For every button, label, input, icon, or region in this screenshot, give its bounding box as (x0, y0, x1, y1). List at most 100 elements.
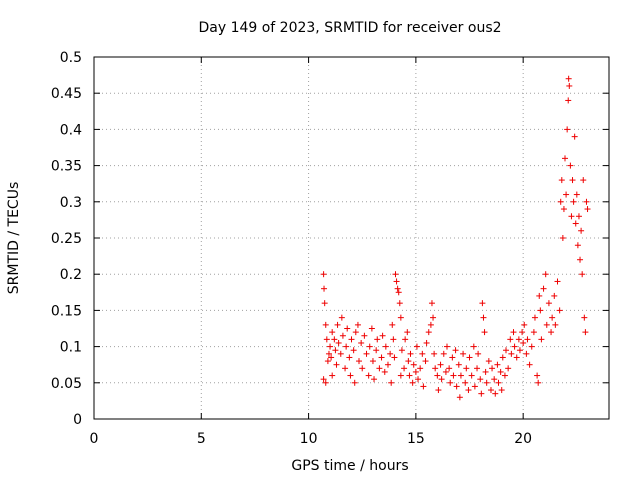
data-point (499, 354, 506, 361)
data-point (415, 376, 422, 383)
data-point (363, 350, 370, 357)
data-point (321, 300, 328, 307)
data-point (581, 314, 588, 321)
data-point (580, 177, 587, 184)
data-point (332, 347, 339, 354)
data-point (584, 206, 591, 213)
data-point (407, 350, 414, 357)
data-point (419, 350, 426, 357)
grid-lines (94, 57, 609, 419)
data-point (348, 336, 355, 343)
axis-ticks: 0 0.05 0.1 0.15 0.2 0.25 0.3 0.35 0.4 0.45 0.5 0 5 10… (51, 50, 609, 447)
data-point (373, 347, 380, 354)
data-point (378, 354, 385, 361)
data-point (328, 354, 335, 361)
data-point (361, 332, 368, 339)
data-point (528, 343, 535, 350)
data-point (379, 332, 386, 339)
chart-title: Day 149 of 2023, SRMTID for receiver ous… (198, 20, 501, 36)
data-point (554, 278, 561, 285)
data-point (354, 321, 361, 328)
data-point (392, 271, 399, 278)
data-point (404, 329, 411, 336)
y-tick-label: 0.25 (51, 231, 82, 247)
data-point (478, 390, 485, 397)
y-tick-label: 0.15 (51, 303, 82, 319)
data-point (320, 271, 327, 278)
data-point (422, 358, 429, 365)
x-tick-label: 0 (90, 431, 99, 447)
data-point (322, 321, 329, 328)
data-point (396, 300, 403, 307)
data-point (381, 368, 388, 375)
x-tick-label: 5 (197, 431, 206, 447)
data-point (507, 336, 514, 343)
data-point (573, 191, 580, 198)
data-point (477, 376, 484, 383)
data-point (471, 383, 478, 390)
data-point (542, 271, 549, 278)
data-point (481, 329, 488, 336)
data-point (329, 372, 336, 379)
data-point (417, 365, 424, 372)
data-point (434, 372, 441, 379)
data-point (489, 365, 496, 372)
data-point (333, 361, 340, 368)
data-point (391, 354, 398, 361)
data-point (397, 314, 404, 321)
data-point (552, 321, 559, 328)
data-point (524, 336, 531, 343)
data-point (382, 343, 389, 350)
data-point (463, 365, 470, 372)
data-point (409, 379, 416, 386)
data-point (545, 300, 552, 307)
y-tick-label: 0.05 (51, 376, 82, 392)
data-point (347, 372, 354, 379)
data-point (447, 379, 454, 386)
data-point (574, 242, 581, 249)
data-point (513, 354, 520, 361)
data-point (322, 379, 329, 386)
data-point (339, 332, 346, 339)
data-point (432, 365, 439, 372)
y-tick-label: 0.35 (51, 159, 82, 175)
y-tick-label: 0.5 (60, 50, 82, 66)
data-point (475, 350, 482, 357)
data-point (342, 365, 349, 372)
data-point (578, 227, 585, 234)
data-point (320, 376, 327, 383)
data-point (449, 354, 456, 361)
data-point (337, 350, 344, 357)
data-point (398, 347, 405, 354)
data-point (563, 191, 570, 198)
data-point (571, 133, 578, 140)
data-point (423, 339, 430, 346)
data-point (366, 343, 373, 350)
y-axis-label: SRMTID / TECUs (6, 182, 22, 295)
data-point (494, 361, 501, 368)
data-point (531, 314, 538, 321)
data-point (558, 177, 565, 184)
data-point (356, 358, 363, 365)
data-point (556, 307, 563, 314)
data-point (440, 350, 447, 357)
data-point (350, 347, 357, 354)
data-point (511, 343, 518, 350)
data-point (491, 376, 498, 383)
data-point (338, 314, 345, 321)
data-point (335, 339, 342, 346)
data-point (501, 372, 508, 379)
data-point (427, 321, 434, 328)
data-point (425, 329, 432, 336)
data-point (369, 358, 376, 365)
data-point (562, 155, 569, 162)
data-point (480, 314, 487, 321)
data-point (358, 339, 365, 346)
data-point (540, 285, 547, 292)
data-point (482, 368, 489, 375)
y-tick-label: 0 (73, 412, 82, 428)
y-tick-label: 0.3 (60, 195, 82, 211)
data-point (548, 329, 555, 336)
data-point (397, 372, 404, 379)
